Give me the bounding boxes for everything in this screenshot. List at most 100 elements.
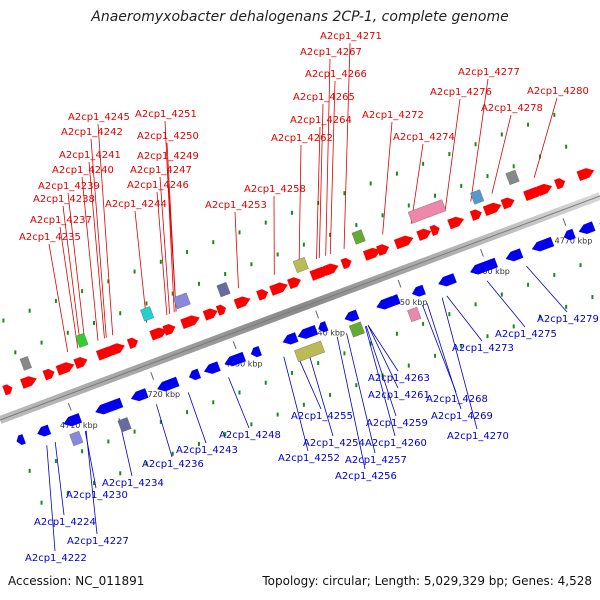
forward-gene-17 [287, 277, 302, 290]
leader-line-fwd [67, 192, 86, 346]
leader-line-fwd [156, 191, 168, 316]
forward-gene-1 [2, 384, 13, 396]
reverse-label-A2cp1_4270: A2cp1_4270 [447, 431, 509, 442]
forward-label-A2cp1_4262: A2cp1_4262 [271, 133, 333, 144]
forward-gene-32 [554, 178, 566, 190]
tick-dot [474, 142, 477, 147]
feature-box-6 [292, 257, 309, 273]
tick-dot [107, 279, 110, 284]
leader-line-fwd [444, 98, 461, 212]
feature-box-4 [172, 292, 191, 310]
reverse-gene-21 [485, 257, 498, 270]
forward-label-A2cp1_4277: A2cp1_4277 [458, 67, 520, 78]
forward-label-A2cp1_4276: A2cp1_4276 [430, 87, 492, 98]
forward-gene-4 [55, 362, 75, 376]
tick-dot [159, 419, 162, 424]
reverse-gene-3 [63, 413, 83, 427]
tick-dot [66, 330, 69, 335]
tick-dot [407, 363, 410, 368]
tick-dot [527, 282, 530, 287]
forward-label-A2cp1_4235: A2cp1_4235 [19, 232, 81, 243]
tick-dot [290, 210, 293, 215]
scale-label-3: 4730 kbp [225, 359, 263, 368]
reverse-label-A2cp1_4275: A2cp1_4275 [495, 329, 557, 340]
forward-gene-16 [269, 282, 288, 296]
tick-dot [317, 361, 320, 366]
tick-dot [369, 341, 372, 346]
scale-label-7: 4770 kbp [555, 236, 593, 245]
tick-dot [40, 340, 43, 345]
reverse-gene-16 [376, 295, 396, 310]
forward-label-A2cp1_4250: A2cp1_4250 [137, 131, 199, 142]
tick-dot [119, 471, 122, 476]
tick-dot [40, 500, 43, 505]
forward-label-A2cp1_4265: A2cp1_4265 [293, 92, 355, 103]
reverse-gene-14 [318, 321, 329, 333]
leader-line-rev [422, 304, 457, 393]
forward-gene-26 [447, 216, 465, 230]
forward-label-A2cp1_4247: A2cp1_4247 [130, 165, 192, 176]
leader-line-fwd [491, 114, 512, 194]
leader-line-rev [306, 347, 334, 437]
reverse-label-A2cp1_4254: A2cp1_4254 [303, 438, 365, 449]
tick-dot [407, 203, 410, 208]
leader-line-fwd [90, 138, 107, 338]
forward-label-A2cp1_4274: A2cp1_4274 [393, 132, 455, 143]
leader-line-fwd [382, 121, 393, 235]
forward-label-A2cp1_4240: A2cp1_4240 [52, 165, 114, 176]
reverse-gene-25 [578, 221, 596, 234]
tick-dot [565, 304, 568, 309]
tick-dot [302, 242, 305, 247]
reverse-label-A2cp1_4236: A2cp1_4236 [142, 459, 204, 470]
forward-label-A2cp1_4271: A2cp1_4271 [320, 31, 382, 42]
reverse-gene-7 [157, 376, 180, 392]
tick-dot [250, 262, 253, 267]
feature-box-rev-5 [407, 306, 422, 323]
tick-dot [54, 459, 57, 464]
leader-line-fwd [316, 126, 321, 260]
tick-dot [133, 429, 136, 434]
tick-dot [197, 441, 200, 446]
leader-line-fwd [470, 78, 489, 202]
tick-dot [145, 461, 148, 466]
leader-line-fwd [88, 161, 105, 339]
tick-dot [93, 320, 96, 325]
leader-line-fwd [318, 103, 324, 259]
forward-label-A2cp1_4238: A2cp1_4238 [33, 194, 95, 205]
tick-dot [250, 422, 253, 427]
tick-dot [369, 181, 372, 186]
forward-gene-29 [500, 197, 515, 210]
tick-dot [527, 122, 530, 127]
forward-gene-31 [536, 183, 553, 197]
scale-tick [562, 218, 567, 227]
reverse-label-A2cp1_4259: A2cp1_4259 [366, 418, 428, 429]
page-title: Anaeromyxobacter dehalogenans 2CP-1, com… [91, 9, 509, 25]
leader-line-fwd [164, 120, 175, 313]
tick-dot [460, 183, 463, 188]
tick-dot [14, 350, 17, 355]
leader-line-rev [486, 280, 526, 328]
leader-line-fwd [134, 210, 148, 323]
forward-gene-7 [109, 343, 125, 356]
scale-tick [315, 310, 319, 319]
scale-ticks: 4710 kbp 4720 kbp 4730 kbp 4740 kbp 4750 kbp… [60, 218, 592, 430]
topology-text: Topology: circular; Length: 5,029,329 bp… [262, 574, 592, 588]
tick-dots [2, 112, 594, 505]
forward-gene-10 [162, 323, 176, 336]
reverse-gene-18 [411, 284, 426, 297]
tick-dot [302, 402, 305, 407]
feature-box-9 [470, 189, 485, 205]
tick-dot [553, 112, 556, 117]
tick-dot [460, 344, 463, 349]
forward-gene-19 [322, 263, 339, 276]
reverse-gene-12 [282, 332, 299, 345]
tick-dot [355, 383, 358, 388]
reverse-gene-13 [297, 324, 319, 339]
gene-labels: A2cp1_4271 A2cp1_4267 A2cp1_4266 A2cp1_4265… [19, 31, 599, 564]
forward-gene-5 [73, 356, 88, 369]
tick-dot [276, 252, 279, 257]
tick-dot [186, 249, 189, 254]
reverse-gene-10 [224, 351, 246, 367]
tick-dot [133, 269, 136, 274]
